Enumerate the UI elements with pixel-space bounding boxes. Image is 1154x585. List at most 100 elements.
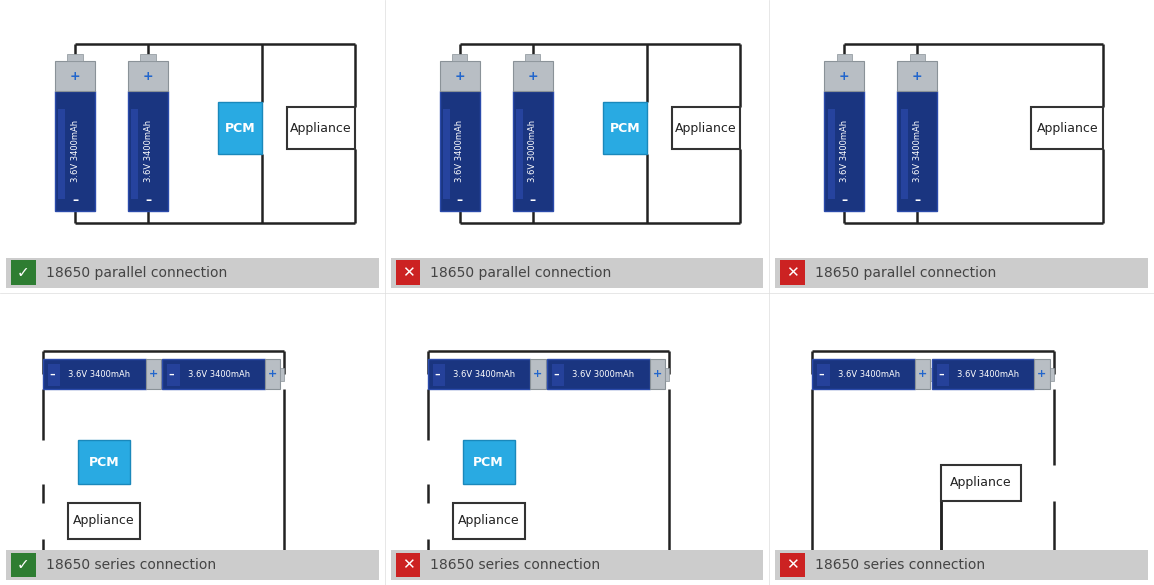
Text: 3.6V 3400mAh: 3.6V 3400mAh — [838, 370, 900, 379]
Bar — [512, 61, 553, 91]
Bar — [12, 260, 36, 285]
Bar — [396, 553, 420, 577]
Text: Appliance: Appliance — [291, 122, 352, 135]
Bar — [672, 107, 740, 149]
Text: +: + — [268, 369, 277, 380]
Bar — [141, 53, 156, 61]
Bar — [780, 553, 805, 577]
Bar — [77, 440, 130, 484]
Bar — [265, 359, 280, 390]
Bar — [163, 359, 265, 390]
Text: –: – — [72, 194, 78, 207]
Bar — [650, 359, 665, 390]
Bar — [930, 367, 935, 381]
Text: 18650 series connection: 18650 series connection — [46, 558, 216, 572]
Bar — [452, 53, 467, 61]
Bar — [55, 91, 95, 211]
Bar — [12, 553, 36, 577]
Text: –: – — [434, 369, 440, 380]
Bar — [827, 109, 834, 199]
Text: +: + — [149, 369, 158, 380]
Text: 3.6V 3400mAh: 3.6V 3400mAh — [68, 370, 130, 379]
Bar — [915, 359, 930, 390]
Bar — [160, 367, 165, 381]
Text: ✕: ✕ — [402, 558, 414, 573]
Text: –: – — [938, 369, 944, 380]
Bar — [128, 91, 168, 211]
Text: 3.6V 3400mAh: 3.6V 3400mAh — [840, 120, 849, 182]
Bar — [1049, 367, 1054, 381]
Bar — [58, 109, 66, 199]
Text: Appliance: Appliance — [1036, 122, 1099, 135]
Bar — [812, 359, 915, 390]
Text: Appliance: Appliance — [458, 514, 519, 527]
Text: ✓: ✓ — [17, 558, 30, 573]
Text: ✕: ✕ — [786, 265, 799, 280]
Bar — [546, 367, 549, 381]
Bar — [433, 364, 445, 387]
Bar — [824, 91, 864, 211]
Bar — [780, 260, 805, 285]
Text: 3.6V 3400mAh: 3.6V 3400mAh — [188, 370, 249, 379]
Text: 3.6V 3400mAh: 3.6V 3400mAh — [913, 120, 922, 182]
Text: –: – — [168, 369, 174, 380]
Bar — [931, 359, 1034, 390]
Bar — [512, 91, 553, 211]
Bar — [604, 102, 647, 154]
Text: –: – — [457, 194, 463, 207]
Text: –: – — [50, 369, 55, 380]
Bar — [443, 109, 450, 199]
Text: –: – — [530, 194, 535, 207]
Text: 3.6V 3400mAh: 3.6V 3400mAh — [455, 120, 464, 182]
Bar — [817, 364, 830, 387]
Bar — [547, 359, 650, 390]
Text: +: + — [652, 369, 661, 380]
Bar — [218, 102, 262, 154]
Text: –: – — [145, 194, 151, 207]
Bar — [280, 367, 284, 381]
Text: ✕: ✕ — [786, 558, 799, 573]
Text: PCM: PCM — [225, 122, 256, 135]
Bar — [287, 107, 355, 149]
Text: +: + — [527, 70, 538, 82]
Bar — [463, 440, 515, 484]
Text: +: + — [839, 70, 849, 82]
Bar — [440, 61, 480, 91]
Bar — [1032, 107, 1103, 149]
Text: 18650 parallel connection: 18650 parallel connection — [815, 266, 996, 280]
Text: 3.6V 3400mAh: 3.6V 3400mAh — [454, 370, 515, 379]
Text: ✓: ✓ — [17, 265, 30, 280]
Bar — [1034, 359, 1049, 390]
Bar — [391, 550, 763, 580]
Text: –: – — [553, 369, 559, 380]
Bar — [391, 257, 763, 287]
Text: Appliance: Appliance — [73, 514, 135, 527]
Bar — [665, 367, 669, 381]
Bar — [898, 91, 937, 211]
Bar — [516, 109, 523, 199]
Text: 3.6V 3400mAh: 3.6V 3400mAh — [143, 120, 152, 182]
Bar — [43, 359, 145, 390]
Bar — [941, 464, 1021, 501]
Text: 18650 series connection: 18650 series connection — [430, 558, 600, 572]
Text: 3.6V 3400mAh: 3.6V 3400mAh — [957, 370, 1019, 379]
Bar — [145, 359, 160, 390]
Text: +: + — [533, 369, 542, 380]
Text: +: + — [912, 70, 923, 82]
Bar — [775, 257, 1148, 287]
Text: 3.6V 3000mAh: 3.6V 3000mAh — [572, 370, 635, 379]
Text: 18650 parallel connection: 18650 parallel connection — [46, 266, 227, 280]
Text: +: + — [143, 70, 153, 82]
Bar — [900, 109, 908, 199]
Bar — [6, 550, 379, 580]
Bar — [67, 53, 83, 61]
Bar — [824, 61, 864, 91]
Text: –: – — [818, 369, 824, 380]
Bar — [898, 61, 937, 91]
Bar — [837, 53, 852, 61]
Bar — [428, 359, 531, 390]
Text: ✕: ✕ — [402, 265, 414, 280]
Bar — [68, 503, 140, 539]
Bar — [167, 364, 180, 387]
Bar — [552, 364, 564, 387]
